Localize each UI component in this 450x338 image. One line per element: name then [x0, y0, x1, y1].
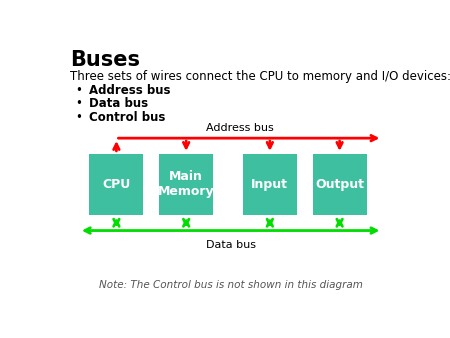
Text: •: •: [76, 111, 82, 124]
Text: Output: Output: [315, 178, 364, 191]
Bar: [90, 154, 144, 215]
Bar: [159, 154, 213, 215]
Text: CPU: CPU: [102, 178, 130, 191]
Text: Three sets of wires connect the CPU to memory and I/O devices:: Three sets of wires connect the CPU to m…: [70, 70, 450, 83]
Text: •: •: [76, 83, 82, 97]
Text: Note: The Control bus is not shown in this diagram: Note: The Control bus is not shown in th…: [99, 281, 363, 290]
Text: Data bus: Data bus: [206, 240, 256, 250]
Text: Address bus: Address bus: [206, 123, 274, 133]
Text: •: •: [76, 97, 82, 110]
Bar: [313, 154, 367, 215]
Text: Buses: Buses: [70, 50, 140, 70]
Text: Input: Input: [252, 178, 288, 191]
Bar: [243, 154, 297, 215]
Text: Address bus: Address bus: [90, 83, 171, 97]
Text: Control bus: Control bus: [90, 111, 166, 124]
Text: Main
Memory: Main Memory: [158, 170, 215, 198]
Text: Data bus: Data bus: [90, 97, 148, 110]
